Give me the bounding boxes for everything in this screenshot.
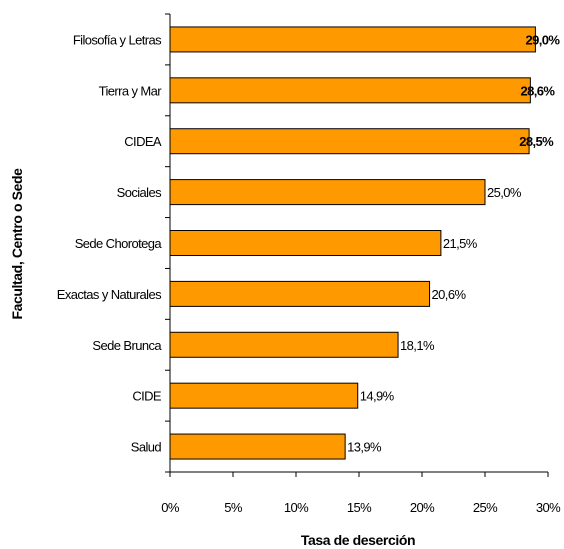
value-label: 28,6% bbox=[520, 83, 555, 98]
value-label: 18,1% bbox=[400, 338, 435, 353]
category-labels: Filosofía y Letras Tierra y Mar CIDEA Socia… bbox=[57, 32, 163, 454]
category-label: Sede Chorotega bbox=[75, 236, 163, 251]
bar bbox=[169, 26, 536, 53]
x-tick-label: 5% bbox=[224, 500, 243, 515]
bar bbox=[169, 433, 346, 460]
category-label: Sede Brunca bbox=[92, 338, 162, 353]
bar bbox=[169, 77, 531, 104]
value-label: 25,0% bbox=[487, 185, 522, 200]
bar bbox=[169, 382, 359, 409]
category-label: CIDEA bbox=[124, 134, 162, 149]
category-label: Sociales bbox=[117, 185, 162, 200]
x-tick-label: 0% bbox=[161, 500, 180, 515]
value-label: 14,9% bbox=[360, 389, 395, 404]
value-labels: 29,0% 28,6% 28,5% 25,0% 21,5% 20,6% 18,1% 14,9%… bbox=[347, 32, 561, 455]
x-axis-ticks: 0% 5% 10% 15% 20% 25% 30% bbox=[161, 472, 562, 515]
category-label: CIDE bbox=[132, 389, 162, 404]
bar bbox=[169, 128, 530, 155]
x-tick-label: 10% bbox=[284, 500, 309, 515]
bar bbox=[169, 331, 399, 358]
x-tick-label: 25% bbox=[473, 500, 498, 515]
category-label: Filosofía y Letras bbox=[73, 32, 162, 47]
value-label: 20,6% bbox=[432, 287, 467, 302]
category-label: Tierra y Mar bbox=[99, 83, 163, 98]
x-axis-title: Tasa de deserción bbox=[301, 532, 415, 548]
value-label: 28,5% bbox=[519, 134, 554, 149]
bar bbox=[169, 230, 442, 256]
value-label: 13,9% bbox=[347, 440, 382, 455]
category-label: Exactas y Naturales bbox=[57, 287, 162, 302]
x-tick-label: 30% bbox=[536, 500, 561, 515]
chart-bars bbox=[169, 26, 536, 460]
value-label: 21,5% bbox=[443, 236, 478, 251]
value-label: 29,0% bbox=[526, 32, 561, 47]
y-axis-title: Facultad, Centro o Sede bbox=[9, 168, 25, 320]
bar bbox=[169, 280, 431, 307]
bar bbox=[169, 179, 486, 206]
category-label: Salud bbox=[131, 440, 162, 455]
x-tick-label: 15% bbox=[347, 500, 372, 515]
x-tick-label: 20% bbox=[410, 500, 435, 515]
